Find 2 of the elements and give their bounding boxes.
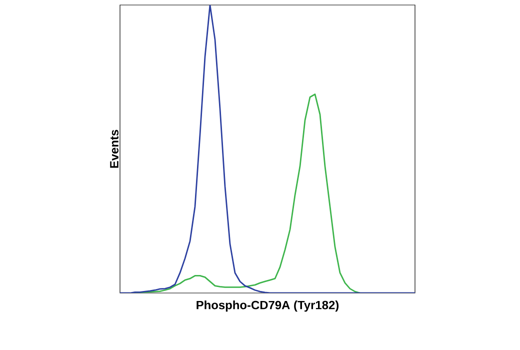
x-axis-title: Phospho-CD79A (Tyr182) (196, 300, 339, 312)
y-axis-title: Events (110, 130, 118, 168)
